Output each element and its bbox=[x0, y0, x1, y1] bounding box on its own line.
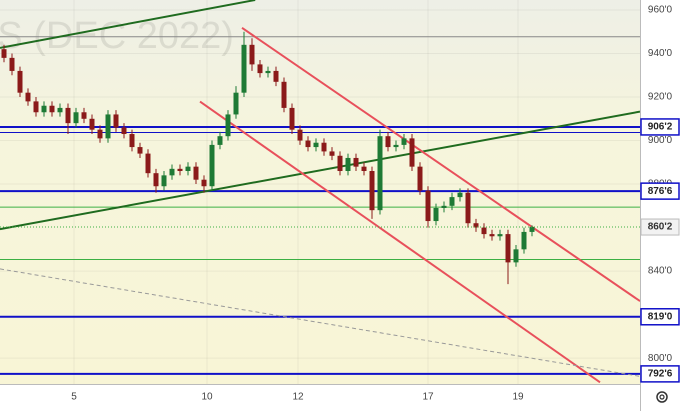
candle-body bbox=[25, 92, 31, 102]
candle-body bbox=[49, 105, 55, 113]
candle-body bbox=[1, 49, 7, 58]
candle-body bbox=[193, 166, 199, 180]
candle-body bbox=[273, 70, 279, 82]
candle-body bbox=[169, 168, 175, 176]
candle-body bbox=[97, 129, 103, 139]
candle-body bbox=[289, 107, 295, 130]
candle-body bbox=[41, 105, 47, 113]
x-axis-background bbox=[0, 384, 640, 411]
x-tick-label: 12 bbox=[292, 392, 304, 403]
level-label: 906'2 bbox=[648, 122, 673, 133]
candle-body bbox=[529, 227, 535, 232]
level-label: 819'0 bbox=[648, 311, 673, 322]
candle-body bbox=[201, 179, 207, 187]
candle-body bbox=[329, 151, 335, 156]
candle-body bbox=[441, 205, 447, 208]
candle-body bbox=[449, 197, 455, 206]
y-axis-background bbox=[640, 0, 680, 411]
candle-body bbox=[209, 144, 215, 187]
candle-body bbox=[281, 81, 287, 108]
candle-body bbox=[457, 192, 463, 198]
y-tick-label: 840'0 bbox=[648, 266, 673, 277]
candle-body bbox=[73, 112, 79, 124]
candle-body bbox=[105, 114, 111, 139]
y-tick-label: 920'0 bbox=[648, 92, 673, 103]
candle-body bbox=[313, 142, 319, 148]
candle-body bbox=[121, 127, 127, 135]
y-tick-label: 800'0 bbox=[648, 353, 673, 364]
candle-body bbox=[417, 166, 423, 191]
candle-body bbox=[17, 70, 23, 93]
watermark: ES (DEC 2022) bbox=[0, 15, 234, 57]
candle-body bbox=[425, 190, 431, 222]
candle-body bbox=[305, 140, 311, 148]
candle-body bbox=[321, 142, 327, 152]
last-price-label: 860'2 bbox=[648, 222, 673, 233]
trend-line bbox=[199, 100, 601, 384]
candle-body bbox=[409, 138, 415, 167]
candle-body bbox=[265, 70, 271, 74]
candle-body bbox=[9, 57, 15, 71]
candle-body bbox=[137, 147, 143, 154]
candle-body bbox=[233, 92, 239, 115]
candle-body bbox=[505, 234, 511, 263]
candle-body bbox=[401, 138, 407, 145]
x-tick-label: 19 bbox=[512, 392, 524, 403]
level-box bbox=[640, 118, 680, 136]
candle-body bbox=[177, 168, 183, 172]
last-price-box bbox=[640, 218, 680, 236]
candle-body bbox=[241, 44, 247, 93]
y-tick-label: 960'0 bbox=[648, 5, 673, 16]
candle-body bbox=[185, 166, 191, 172]
y-tick-label: 900'0 bbox=[648, 135, 673, 146]
candle-body bbox=[361, 166, 367, 172]
candle-body bbox=[257, 64, 263, 74]
candle-body bbox=[89, 118, 95, 130]
candle-body bbox=[497, 234, 503, 237]
candle-body bbox=[353, 157, 359, 167]
candle-body bbox=[481, 227, 487, 235]
candle-body bbox=[65, 107, 71, 124]
candle-body bbox=[113, 114, 119, 128]
candle-body bbox=[369, 171, 375, 211]
level-box bbox=[640, 308, 680, 326]
candle-body bbox=[129, 134, 135, 148]
candle-body bbox=[217, 136, 223, 145]
candle-body bbox=[473, 223, 479, 228]
candle-body bbox=[57, 107, 63, 113]
candle-body bbox=[33, 101, 39, 113]
level-box bbox=[640, 365, 680, 383]
candle-body bbox=[513, 249, 519, 263]
candle-body bbox=[161, 175, 167, 187]
plot: ES (DEC 2022) bbox=[0, 0, 640, 384]
candle-body bbox=[433, 207, 439, 222]
candle-body bbox=[345, 157, 351, 172]
level-box bbox=[640, 182, 680, 200]
candle-body bbox=[81, 112, 87, 119]
candle-body bbox=[465, 192, 471, 224]
trend-line bbox=[0, 268, 640, 377]
candle-body bbox=[337, 155, 343, 172]
candle-body bbox=[249, 44, 255, 65]
y-tick-label: 940'0 bbox=[648, 48, 673, 59]
candle-body bbox=[145, 153, 151, 174]
x-tick-label: 10 bbox=[201, 392, 213, 403]
candle-body bbox=[521, 231, 527, 250]
level-label: 876'6 bbox=[648, 186, 673, 197]
settings-icon[interactable] bbox=[656, 391, 668, 403]
candle-body bbox=[297, 129, 303, 141]
candle-body bbox=[153, 173, 159, 187]
candle-body bbox=[377, 136, 383, 211]
x-tick-label: 5 bbox=[71, 392, 77, 403]
x-tick-label: 17 bbox=[422, 392, 434, 403]
candle-body bbox=[225, 114, 231, 137]
level-label: 792'6 bbox=[648, 369, 673, 380]
candle-body bbox=[393, 144, 399, 148]
candle-body bbox=[489, 234, 495, 237]
candle-body bbox=[385, 136, 391, 148]
trend-line bbox=[241, 27, 640, 302]
trend-line bbox=[0, 0, 256, 49]
trend-line bbox=[0, 110, 640, 231]
